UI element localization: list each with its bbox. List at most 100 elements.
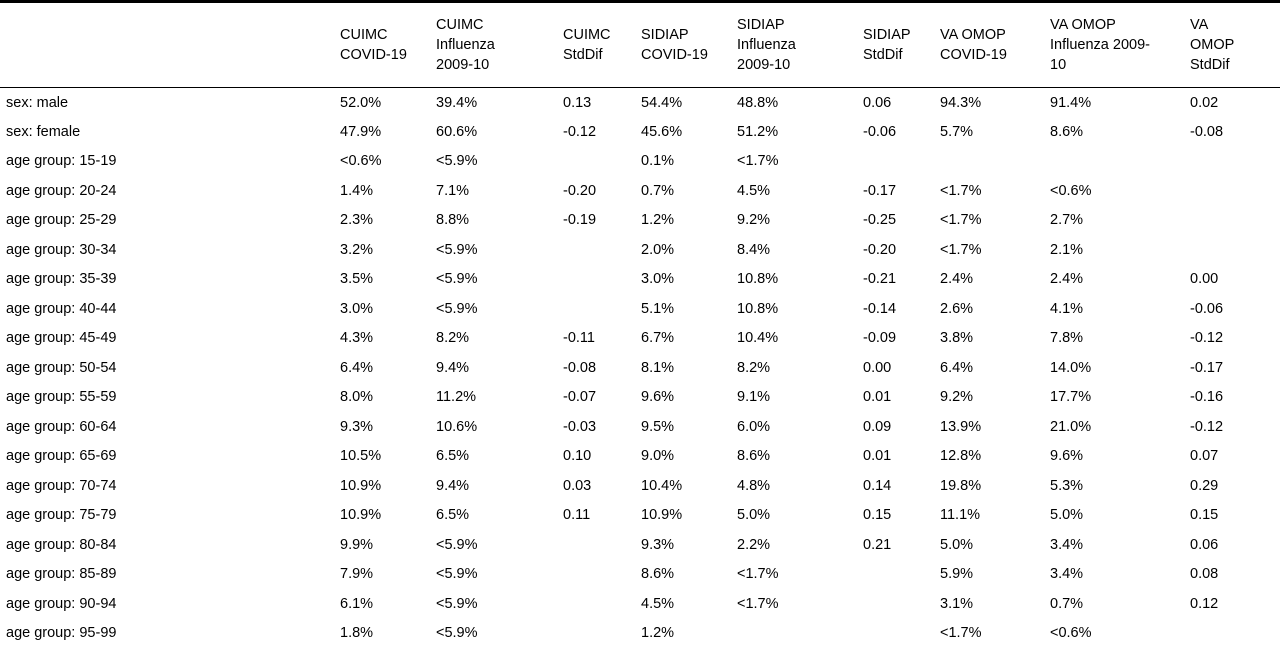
row-label: age group: 75-79 — [0, 501, 340, 531]
table-cell: 9.9% — [340, 530, 436, 560]
table-cell: 9.2% — [737, 206, 863, 236]
table-cell — [563, 560, 641, 590]
table-cell: -0.14 — [863, 294, 940, 324]
table-cell: 5.0% — [737, 501, 863, 531]
table-cell: 2.3% — [340, 206, 436, 236]
table-cell: 4.1% — [1050, 294, 1190, 324]
table-cell: 3.0% — [340, 294, 436, 324]
table-cell: 0.02 — [1190, 88, 1280, 118]
table-cell — [563, 235, 641, 265]
table-cell — [863, 589, 940, 619]
table-cell: -0.17 — [1190, 353, 1280, 383]
table-cell: 8.2% — [737, 353, 863, 383]
table-cell: <5.9% — [436, 235, 563, 265]
table-cell: 6.4% — [940, 353, 1050, 383]
table-cell: 6.0% — [737, 412, 863, 442]
table-cell: 9.0% — [641, 442, 737, 472]
table-cell — [863, 560, 940, 590]
table-cell: 21.0% — [1050, 412, 1190, 442]
table-cell: 6.1% — [340, 589, 436, 619]
table-cell: 10.4% — [641, 471, 737, 501]
table-cell: 0.00 — [863, 353, 940, 383]
table-row: age group: 15-19<0.6%<5.9%0.1%<1.7% — [0, 147, 1280, 177]
table-cell — [1190, 176, 1280, 206]
table-cell: 2.0% — [641, 235, 737, 265]
table-cell: <1.7% — [940, 206, 1050, 236]
table-cell: 5.0% — [1050, 501, 1190, 531]
table-cell: 13.9% — [940, 412, 1050, 442]
row-label: age group: 65-69 — [0, 442, 340, 472]
table-cell: -0.21 — [863, 265, 940, 295]
table-cell: <1.7% — [940, 235, 1050, 265]
table-cell: <5.9% — [436, 530, 563, 560]
table-cell: -0.19 — [563, 206, 641, 236]
table-cell: 12.8% — [940, 442, 1050, 472]
table-cell: 0.09 — [863, 412, 940, 442]
table-cell: 2.1% — [1050, 235, 1190, 265]
table-cell: 39.4% — [436, 88, 563, 118]
table-cell: 3.4% — [1050, 560, 1190, 590]
row-label: age group: 40-44 — [0, 294, 340, 324]
table-cell: 0.12 — [1190, 589, 1280, 619]
table-cell: 0.13 — [563, 88, 641, 118]
table-cell: 0.00 — [1190, 265, 1280, 295]
row-label: age group: 50-54 — [0, 353, 340, 383]
table-cell — [863, 147, 940, 177]
table-cell: 10.9% — [641, 501, 737, 531]
table-cell: 9.5% — [641, 412, 737, 442]
table-cell: 19.8% — [940, 471, 1050, 501]
table-cell: 8.6% — [737, 442, 863, 472]
table-cell: 0.03 — [563, 471, 641, 501]
row-label: age group: 85-89 — [0, 560, 340, 590]
table-cell: 94.3% — [940, 88, 1050, 118]
table-cell — [940, 147, 1050, 177]
table-cell: <1.7% — [940, 176, 1050, 206]
table-cell: -0.11 — [563, 324, 641, 354]
table-cell: 0.01 — [863, 383, 940, 413]
table-cell: -0.12 — [1190, 324, 1280, 354]
table-cell: 8.6% — [641, 560, 737, 590]
row-label: age group: 35-39 — [0, 265, 340, 295]
table-cell — [563, 147, 641, 177]
table-cell: 52.0% — [340, 88, 436, 118]
table-cell: 6.7% — [641, 324, 737, 354]
table-cell: 3.2% — [340, 235, 436, 265]
table-cell: 10.4% — [737, 324, 863, 354]
table-cell: 10.8% — [737, 294, 863, 324]
table-cell: -0.06 — [1190, 294, 1280, 324]
table-cell: 10.6% — [436, 412, 563, 442]
table-cell: 5.0% — [940, 530, 1050, 560]
header-label — [0, 2, 340, 88]
table-cell: 2.6% — [940, 294, 1050, 324]
table-cell: 1.4% — [340, 176, 436, 206]
table-cell: 4.3% — [340, 324, 436, 354]
table-cell — [1190, 147, 1280, 177]
table-cell: 5.9% — [940, 560, 1050, 590]
table-cell: 10.9% — [340, 501, 436, 531]
table-cell: 9.2% — [940, 383, 1050, 413]
table-cell: 0.7% — [1050, 589, 1190, 619]
table-cell: 8.8% — [436, 206, 563, 236]
table-cell: 45.6% — [641, 117, 737, 147]
table-cell: 0.29 — [1190, 471, 1280, 501]
table-cell: 7.8% — [1050, 324, 1190, 354]
table-cell: 5.3% — [1050, 471, 1190, 501]
table-cell — [563, 589, 641, 619]
table-cell: 9.4% — [436, 353, 563, 383]
table-cell: -0.12 — [1190, 412, 1280, 442]
table-cell: -0.20 — [563, 176, 641, 206]
table-cell: 3.4% — [1050, 530, 1190, 560]
table-cell: 0.1% — [641, 147, 737, 177]
